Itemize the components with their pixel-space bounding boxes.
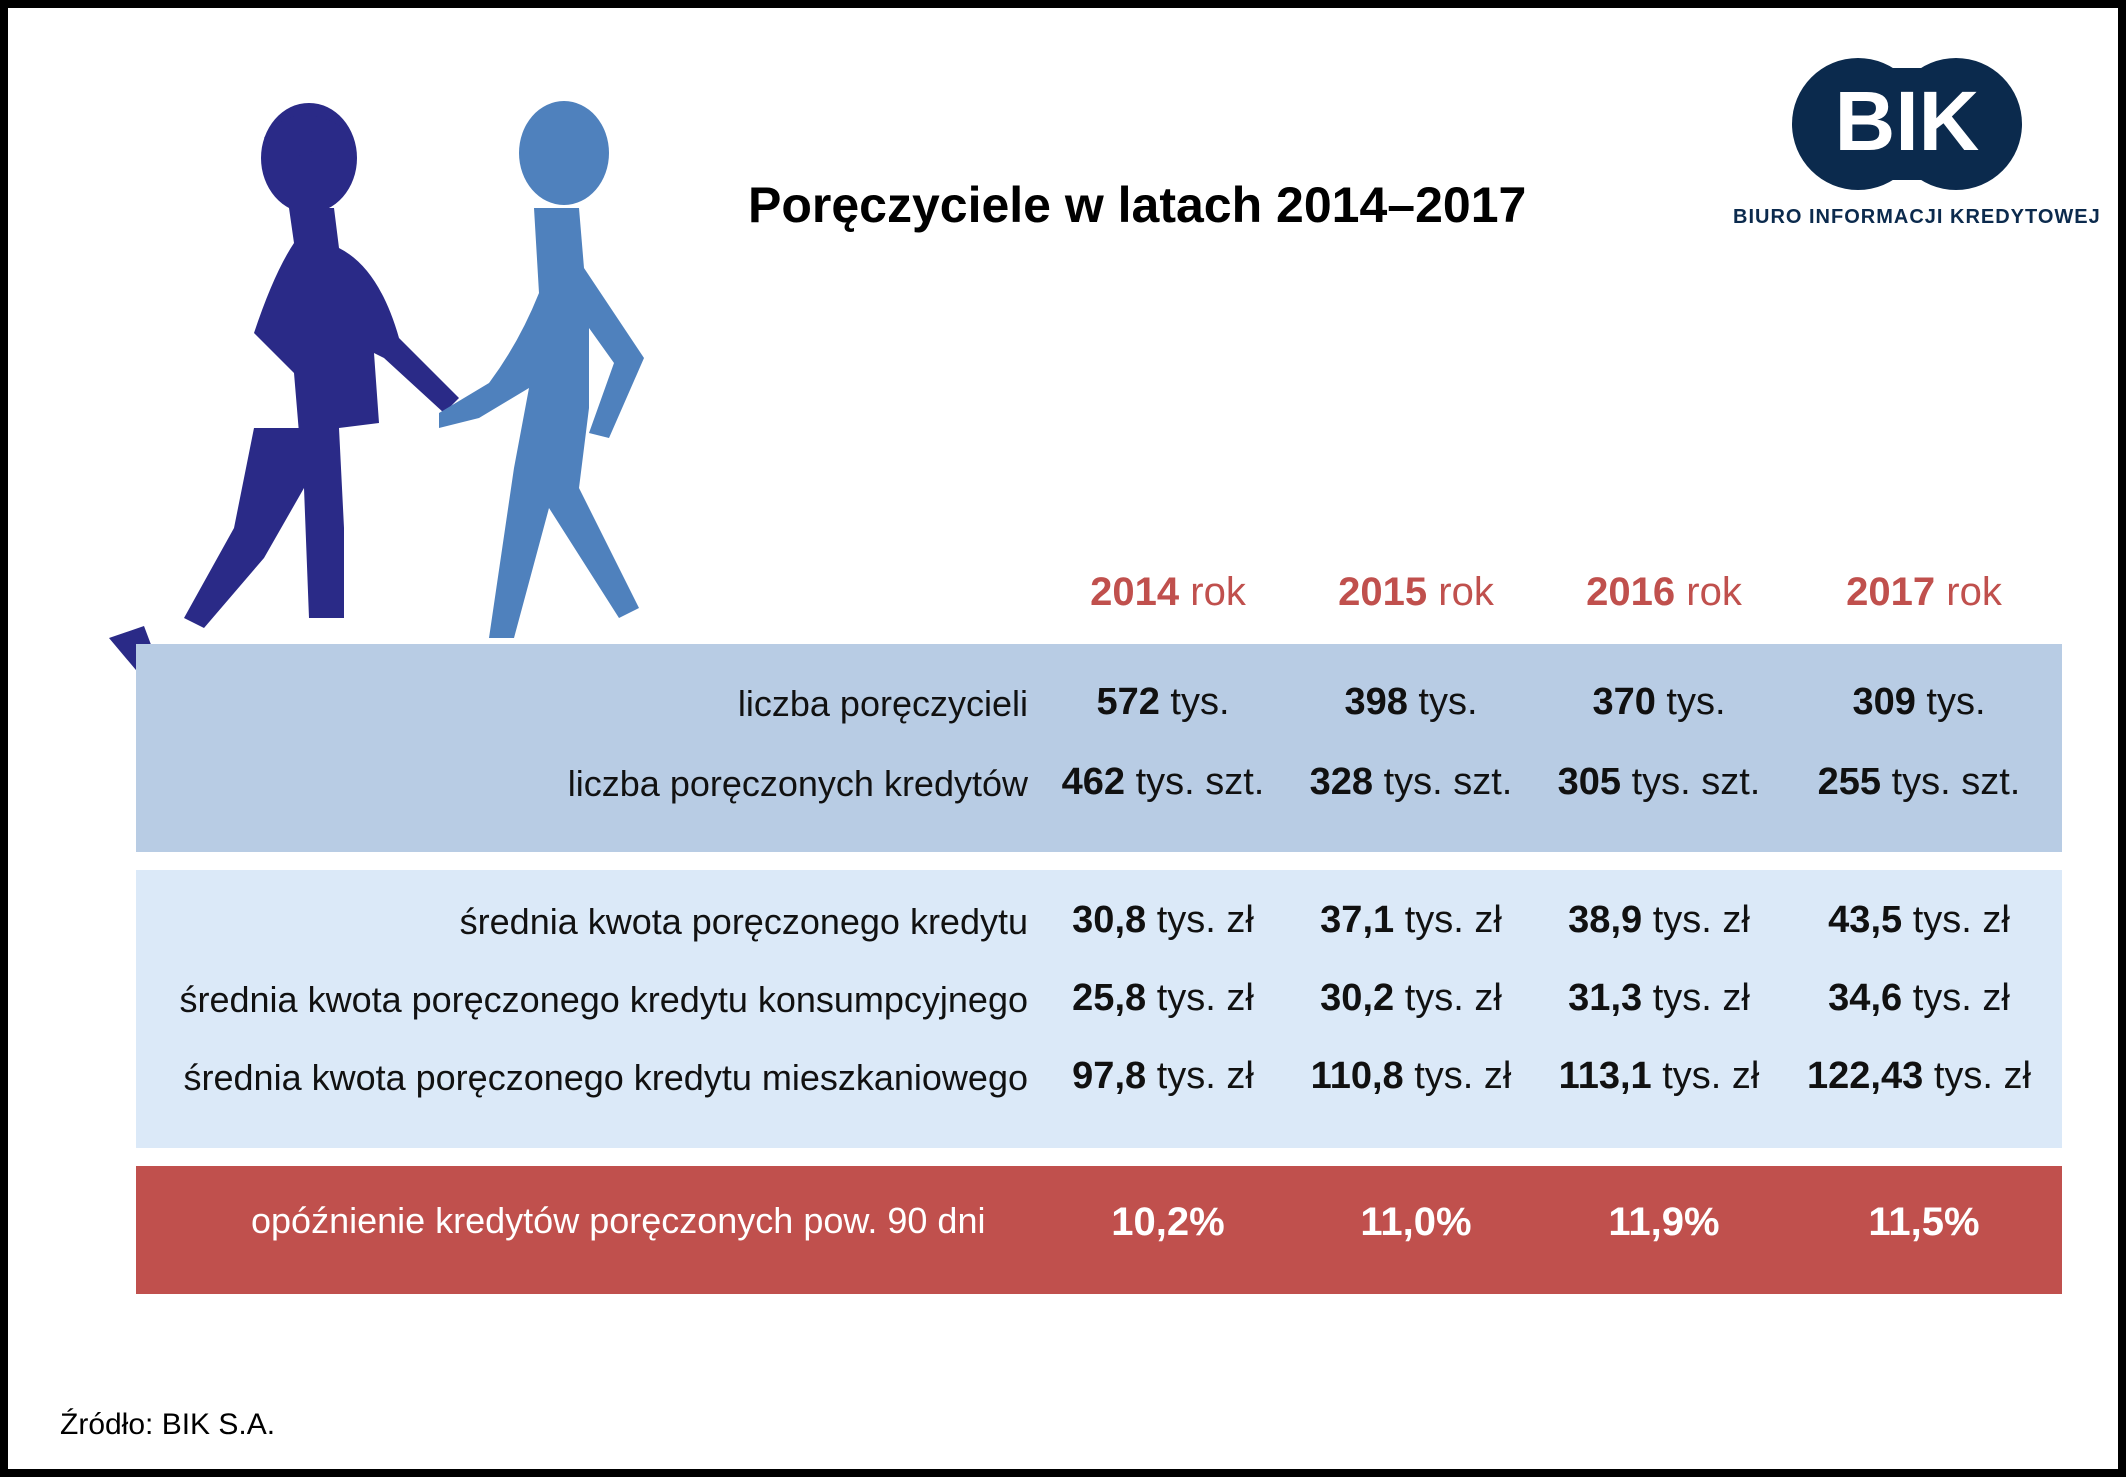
value-unit: tys. [1159, 681, 1230, 723]
value-cell-2017: 34,6 tys. zł [1794, 977, 2044, 1020]
value-number: 37,1 [1320, 899, 1395, 941]
value-unit: tys. zł [1651, 1055, 1760, 1097]
value-unit: tys. szt. [1621, 761, 1761, 803]
value-number: 30,8 [1072, 899, 1147, 941]
value-number: 43,5 [1828, 899, 1903, 941]
value-unit: tys. zł [1394, 899, 1502, 941]
value-number: 309 [1852, 681, 1916, 723]
year-header-2017: 2017 rok [1846, 570, 2002, 614]
value-number: 305 [1557, 761, 1622, 803]
value-number: 462 [1061, 761, 1126, 803]
delay-band: opóźnienie kredytów poręczonych pow. 90 … [136, 1166, 2062, 1294]
value-number: 25,8 [1072, 977, 1147, 1019]
value-number: 110,8 [1310, 1055, 1404, 1097]
value-number: 328 [1309, 761, 1374, 803]
value-unit: tys. zł [1642, 977, 1750, 1019]
value-cell-2014: 25,8 tys. zł [1038, 977, 1288, 1020]
row-label: liczba poręczonych kredytów [567, 763, 1028, 804]
bik-logo: BIK [1792, 58, 2022, 190]
value-number: 31,3 [1568, 977, 1643, 1019]
value-unit: tys. zł [1642, 899, 1750, 941]
left-person-figure [109, 103, 459, 706]
value-unit: tys. [1407, 681, 1478, 723]
value-unit: tys. szt. [1373, 761, 1513, 803]
value-cell-2016: 38,9 tys. zł [1534, 899, 1784, 942]
value-unit: tys. zł [1923, 1055, 2031, 1097]
counts-band [136, 644, 2062, 852]
value-unit: tys. szt. [1881, 761, 2021, 803]
value-cell-2017: 122,43 tys. zł [1794, 1055, 2044, 1098]
value-number: 370 [1592, 681, 1656, 723]
value-unit: tys. zł [1902, 977, 2010, 1019]
value-cell-2014: 97,8 tys. zł [1038, 1055, 1288, 1098]
row-label: liczba poręczycieli [737, 683, 1028, 724]
value-unit: tys. zł [1146, 899, 1254, 941]
value-cell-2017: 255 tys. szt. [1794, 761, 2044, 804]
value-unit: tys. zł [1146, 977, 1254, 1019]
value-unit: tys. [1915, 681, 1986, 723]
value-unit: tys. [1655, 681, 1726, 723]
delay-value-2016: 11,9% [1608, 1200, 1720, 1244]
value-unit: tys. zł [1146, 1055, 1254, 1097]
right-person-figure [434, 101, 674, 708]
value-cell-2017: 43,5 tys. zł [1794, 899, 2044, 942]
delay-value-2017: 11,5% [1868, 1200, 1980, 1244]
value-number: 398 [1344, 681, 1408, 723]
page-title: Poręczyciele w latach 2014–2017 [748, 177, 1527, 233]
value-unit: tys. zł [1394, 977, 1502, 1019]
year-header-2014: 2014 rok [1090, 570, 1246, 614]
value-cell-2015: 398 tys. [1286, 681, 1536, 724]
averages-band [136, 870, 2062, 1148]
value-number: 255 [1817, 761, 1882, 803]
value-unit: tys. zł [1403, 1055, 1512, 1097]
value-cell-2015: 37,1 tys. zł [1286, 899, 1536, 942]
value-number: 38,9 [1568, 899, 1643, 941]
value-number: 122,43 [1807, 1055, 1924, 1097]
value-cell-2014: 462 tys. szt. [1038, 761, 1288, 804]
value-number: 572 [1096, 681, 1160, 723]
delay-label: opóźnienie kredytów poręczonych pow. 90 … [251, 1200, 986, 1241]
handshake-figures-illustration [109, 101, 674, 708]
source-note: Źródło: BIK S.A. [60, 1408, 276, 1441]
value-cell-2016: 113,1 tys. zł [1534, 1055, 1784, 1098]
logo-subtitle: BIURO INFORMACJI KREDYTOWEJ [1733, 206, 2101, 228]
value-number: 34,6 [1828, 977, 1903, 1019]
row-label: średnia kwota poręczonego kredytu mieszk… [183, 1057, 1028, 1098]
value-cell-2016: 370 tys. [1534, 681, 1784, 724]
logo-text: BIK [1835, 74, 1980, 168]
value-unit: tys. szt. [1125, 761, 1265, 803]
value-number: 113,1 [1558, 1055, 1652, 1097]
value-number: 30,2 [1320, 977, 1395, 1019]
value-cell-2016: 305 tys. szt. [1534, 761, 1784, 804]
value-cell-2015: 110,8 tys. zł [1286, 1055, 1536, 1098]
row-label: średnia kwota poręczonego kredytu [459, 901, 1028, 942]
delay-value-2014: 10,2% [1111, 1200, 1225, 1244]
value-cell-2015: 328 tys. szt. [1286, 761, 1536, 804]
year-header-2016: 2016 rok [1586, 570, 1742, 614]
value-unit: tys. zł [1902, 899, 2010, 941]
delay-value-2015: 11,0% [1360, 1200, 1472, 1244]
value-cell-2015: 30,2 tys. zł [1286, 977, 1536, 1020]
row-label: średnia kwota poręczonego kredytu konsum… [179, 979, 1029, 1020]
year-header-2015: 2015 rok [1338, 570, 1494, 614]
value-number: 97,8 [1072, 1055, 1147, 1097]
value-cell-2014: 30,8 tys. zł [1038, 899, 1288, 942]
value-cell-2017: 309 tys. [1794, 681, 2044, 724]
value-cell-2014: 572 tys. [1038, 681, 1288, 724]
value-cell-2016: 31,3 tys. zł [1534, 977, 1784, 1020]
